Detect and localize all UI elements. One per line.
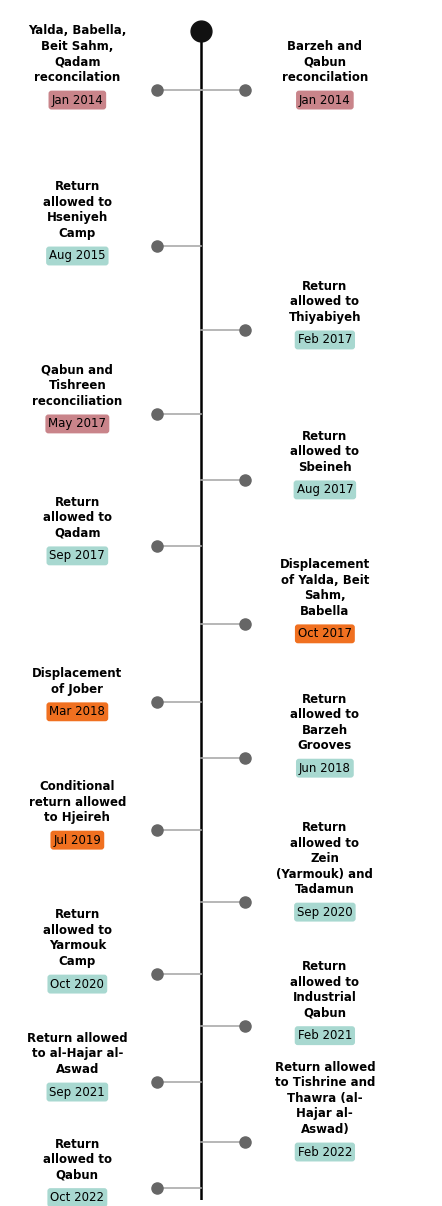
Text: Aug 2015: Aug 2015	[49, 250, 106, 263]
Text: Displacement
of Jober: Displacement of Jober	[32, 667, 122, 696]
Text: Qabun and
Tishreen
reconciliation: Qabun and Tishreen reconciliation	[32, 364, 122, 408]
Text: Yalda, Babella,
Beit Sahm,
Qadam
reconcilation: Yalda, Babella, Beit Sahm, Qadam reconci…	[28, 24, 126, 84]
Text: Sep 2021: Sep 2021	[50, 1085, 105, 1099]
Text: Mar 2018: Mar 2018	[50, 706, 105, 719]
Text: Return
allowed to
Qadam: Return allowed to Qadam	[43, 496, 112, 540]
Text: Oct 2017: Oct 2017	[298, 627, 352, 640]
Text: Feb 2017: Feb 2017	[297, 334, 352, 346]
Text: Jul 2019: Jul 2019	[53, 833, 101, 847]
Text: Return allowed
to al-Hajar al-
Aswad: Return allowed to al-Hajar al- Aswad	[27, 1032, 128, 1076]
Text: Return
allowed to
Zein
(Yarmouk) and
Tadamun: Return allowed to Zein (Yarmouk) and Tad…	[276, 821, 373, 896]
Text: May 2017: May 2017	[48, 417, 107, 431]
Text: Return
allowed to
Qabun: Return allowed to Qabun	[43, 1137, 112, 1182]
Text: Feb 2022: Feb 2022	[297, 1146, 352, 1159]
Text: Return
allowed to
Barzeh
Grooves: Return allowed to Barzeh Grooves	[290, 692, 359, 753]
Text: Return
allowed to
Sbeineh: Return allowed to Sbeineh	[290, 429, 359, 474]
Text: Conditional
return allowed
to Hjeireh: Conditional return allowed to Hjeireh	[29, 780, 126, 824]
Text: Jun 2018: Jun 2018	[299, 762, 351, 774]
Text: Barzeh and
Qabun
reconcilation: Barzeh and Qabun reconcilation	[282, 40, 368, 84]
Text: Return
allowed to
Industrial
Qabun: Return allowed to Industrial Qabun	[290, 960, 359, 1019]
Text: Feb 2021: Feb 2021	[297, 1029, 352, 1042]
Text: Return
allowed to
Yarmouk
Camp: Return allowed to Yarmouk Camp	[43, 908, 112, 968]
Text: Jan 2014: Jan 2014	[51, 94, 103, 106]
Text: Return allowed
to Tishrine and
Thawra (al-
Hajar al-
Aswad): Return allowed to Tishrine and Thawra (a…	[274, 1061, 375, 1136]
Text: Return
allowed to
Thiyabiyeh: Return allowed to Thiyabiyeh	[289, 280, 361, 324]
Text: Sep 2017: Sep 2017	[50, 550, 105, 562]
Text: Displacement
of Yalda, Beit
Sahm,
Babella: Displacement of Yalda, Beit Sahm, Babell…	[280, 558, 370, 617]
Text: Sep 2020: Sep 2020	[297, 906, 353, 919]
Text: Oct 2020: Oct 2020	[50, 978, 104, 990]
Text: Jan 2014: Jan 2014	[299, 94, 351, 106]
Text: Return
allowed to
Hseniyeh
Camp: Return allowed to Hseniyeh Camp	[43, 181, 112, 240]
Text: Oct 2022: Oct 2022	[50, 1192, 104, 1204]
Text: Aug 2017: Aug 2017	[297, 484, 353, 497]
